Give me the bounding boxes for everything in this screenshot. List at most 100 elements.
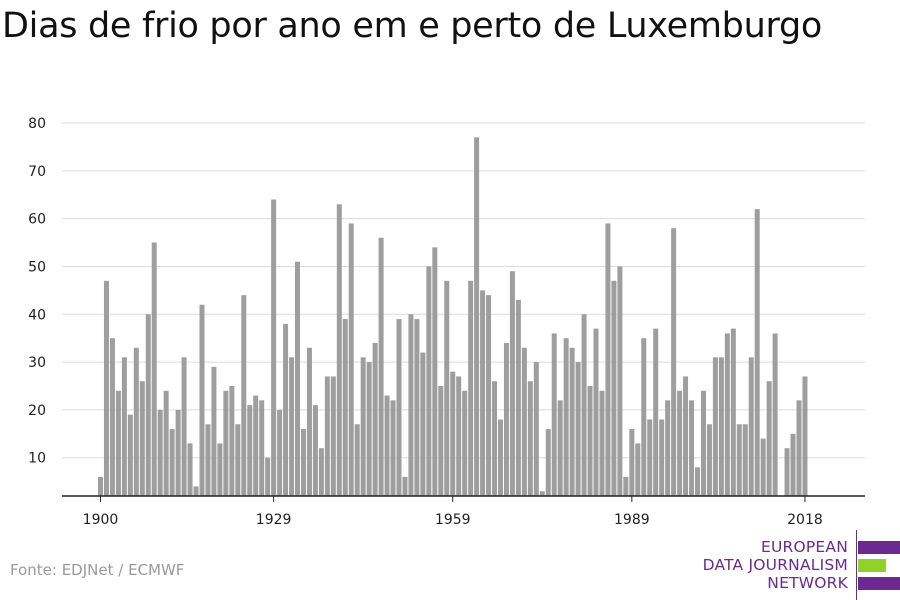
- bar-1929: [271, 199, 277, 496]
- bar-1950: [396, 319, 402, 496]
- bar-1923: [235, 424, 241, 496]
- bar-1927: [259, 400, 265, 496]
- bar-1973: [533, 362, 539, 496]
- bar-2004: [718, 357, 724, 496]
- bars: [98, 137, 808, 497]
- bar-2000: [695, 467, 700, 496]
- bar-1967: [497, 419, 503, 496]
- bar-1977: [557, 400, 563, 496]
- bar-1986: [611, 280, 617, 496]
- bar-1969: [509, 271, 515, 496]
- bar-1946: [372, 342, 378, 496]
- bar-1905: [127, 414, 133, 496]
- bar-1990: [635, 443, 641, 496]
- bar-1994: [659, 419, 665, 496]
- bar-2015: [784, 448, 790, 496]
- bar-1955: [426, 266, 432, 496]
- bar-1926: [253, 395, 259, 496]
- bar-1916: [193, 486, 199, 496]
- bar-2006: [730, 328, 736, 496]
- bar-1909: [151, 242, 157, 496]
- bar-1979: [569, 347, 575, 496]
- bar-1901: [103, 280, 109, 496]
- bar-1910: [157, 409, 163, 496]
- bar-1992: [647, 419, 653, 496]
- bar-1978: [563, 338, 569, 496]
- bar-1932: [289, 357, 295, 496]
- bar-1945: [366, 362, 372, 496]
- bar-2009: [748, 357, 754, 496]
- bar-1940: [336, 204, 342, 497]
- bar-1938: [324, 376, 330, 496]
- bar-1917: [199, 304, 205, 496]
- bar-1952: [408, 314, 414, 496]
- bar-1937: [318, 448, 324, 496]
- bar-1995: [665, 400, 671, 496]
- bar-1968: [503, 342, 509, 496]
- bar-1907: [139, 381, 145, 496]
- bar-2002: [706, 424, 712, 496]
- bar-1989: [629, 429, 635, 496]
- bar-1983: [593, 328, 599, 496]
- bar-1934: [300, 429, 306, 496]
- bar-1908: [145, 314, 151, 496]
- x-tick-label-1989: 1989: [614, 512, 650, 528]
- bar-1958: [444, 280, 450, 496]
- bar-2013: [772, 333, 778, 496]
- bar-1984: [599, 390, 605, 496]
- bar-1939: [330, 376, 336, 496]
- bar-1949: [390, 400, 396, 496]
- y-tick-label-30: 30: [28, 355, 46, 371]
- bar-2008: [742, 424, 748, 496]
- bar-1931: [283, 323, 289, 496]
- logo-bar-green: [858, 559, 886, 572]
- bar-1911: [163, 390, 169, 496]
- bar-1918: [205, 424, 211, 496]
- bar-1963: [474, 137, 480, 496]
- bar-2017: [796, 400, 802, 496]
- bar-1998: [683, 376, 689, 496]
- bar-1966: [492, 381, 498, 496]
- bar-2012: [766, 381, 772, 496]
- bar-1988: [623, 476, 629, 496]
- bar-1919: [211, 366, 217, 496]
- bar-1930: [277, 409, 283, 496]
- bar-1921: [223, 390, 229, 496]
- bar-1933: [295, 261, 301, 496]
- bar-1981: [581, 314, 587, 496]
- logo-bar-purple-bottom: [858, 577, 900, 590]
- bar-1980: [575, 362, 581, 496]
- bar-1920: [217, 443, 223, 496]
- x-tick-label-2018: 2018: [787, 512, 823, 528]
- bar-1997: [677, 390, 683, 496]
- bar-1922: [229, 386, 235, 496]
- chart-title: Dias de frio por ano em e perto de Luxem…: [2, 6, 822, 46]
- bar-2016: [790, 433, 796, 496]
- bar-1956: [432, 247, 438, 496]
- bar-1925: [247, 405, 253, 496]
- logo-text-line-2: DATA JOURNALISM: [702, 556, 848, 574]
- bar-1913: [175, 409, 181, 496]
- bar-1904: [121, 357, 127, 496]
- y-tick-label-60: 60: [28, 212, 46, 228]
- bar-1936: [312, 405, 318, 496]
- bar-1935: [306, 347, 312, 496]
- x-tick-label-1929: 1929: [256, 512, 292, 528]
- bar-1914: [181, 357, 187, 496]
- bar-1954: [420, 352, 426, 496]
- bar-1941: [342, 319, 348, 496]
- bar-1993: [653, 328, 659, 496]
- bar-1964: [480, 290, 486, 496]
- bar-1985: [605, 223, 611, 497]
- bar-1975: [545, 429, 551, 496]
- bar-1928: [265, 457, 271, 496]
- x-tick-label-1959: 1959: [435, 512, 471, 528]
- bar-1943: [354, 424, 360, 496]
- bar-2001: [700, 390, 706, 496]
- bar-1987: [617, 266, 623, 496]
- bar-1961: [462, 390, 468, 496]
- bar-1915: [187, 443, 193, 496]
- logo-text-line-1: EUROPEAN: [760, 538, 848, 556]
- bar-2007: [736, 424, 742, 496]
